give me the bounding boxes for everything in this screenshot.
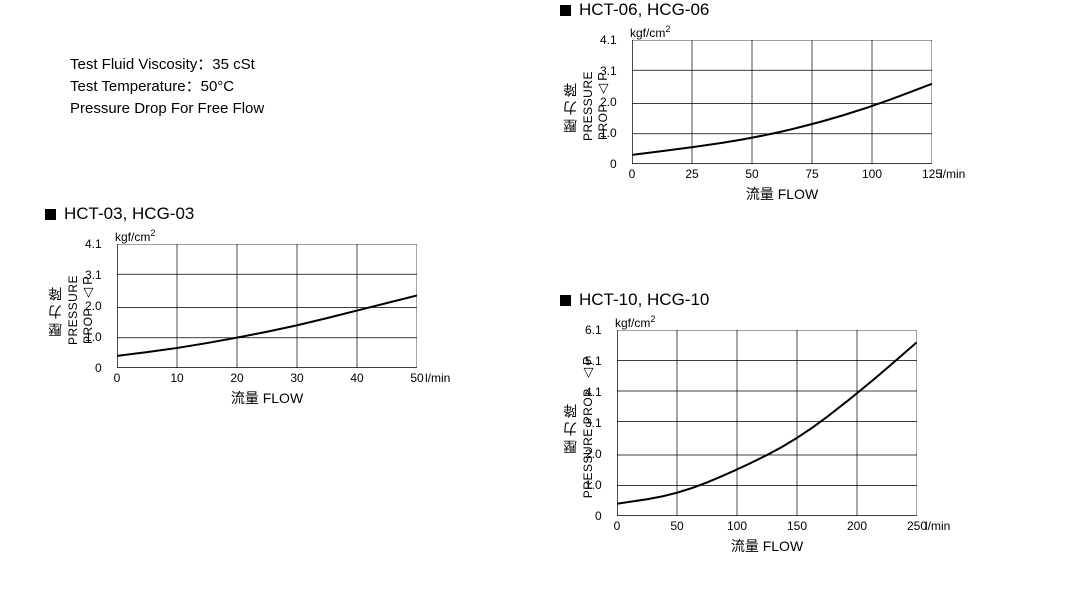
y-unit-hct03: kgf/cm2	[115, 228, 155, 244]
xtick-label: 50	[722, 167, 782, 181]
ylabel-hct06: 壓力降	[560, 79, 580, 133]
chart-title-hct03: HCT-03, HCG-03	[45, 204, 417, 224]
ylabel-hct10: 壓力降	[560, 400, 580, 454]
ytick-label: 5.1	[585, 346, 602, 377]
chart-title-hct06: HCT-06, HCG-06	[560, 0, 932, 20]
y-unit-hct06: kgf/cm2	[630, 24, 670, 40]
xtick-label: 30	[267, 371, 327, 385]
x-unit-hct03: l/min	[425, 371, 450, 385]
chart-block-hct10: HCT-10, HCG-10 壓力降 PRESSURE PROP △P kgf/…	[560, 290, 917, 520]
yticks-hct06: 4.13.12.01.00	[600, 25, 617, 180]
yticks-hct03: 4.13.12.01.00	[85, 229, 102, 384]
xlabel-hct06: 流量 FLOW	[632, 184, 932, 204]
ytick-label: 3.1	[585, 408, 602, 439]
xtick-label: 200	[827, 519, 887, 533]
square-bullet-icon	[560, 5, 571, 16]
ytick-label: 4.1	[585, 377, 602, 408]
chart-plot-hct06	[632, 40, 932, 164]
ytick-label: 2.0	[85, 291, 102, 322]
ytick-label: 6.1	[585, 315, 602, 346]
test-conditions: Test Fluid Viscosity：35 cSt Test Tempera…	[70, 54, 264, 119]
ytick-label: 4.1	[600, 25, 617, 56]
chart-area-hct10: 壓力降 PRESSURE PROP △P kgf/cm2 6.15.14.13.…	[560, 316, 917, 520]
chart-block-hct06: HCT-06, HCG-06 壓力降 PRESSURE PROP △P kgf/…	[560, 0, 932, 168]
x-unit-hct10: l/min	[925, 519, 950, 533]
ytick-label: 1.0	[85, 322, 102, 353]
chart-plot-hct10	[617, 330, 917, 516]
ytick-label: 4.1	[85, 229, 102, 260]
test-condition-line: Test Temperature：50°C	[70, 76, 264, 98]
chart-area-hct06: 壓力降 PRESSURE PROP △P kgf/cm2 4.13.12.01.…	[560, 26, 932, 168]
ytick-label: 2.0	[585, 439, 602, 470]
ytick-label: 1.0	[585, 470, 602, 501]
ytick-label: 1.0	[600, 118, 617, 149]
page: Test Fluid Viscosity：35 cSt Test Tempera…	[0, 0, 1083, 615]
chart-title-text: HCT-06, HCG-06	[579, 0, 709, 20]
xticks-hct03: 01020304050	[87, 371, 447, 385]
xlabel-hct03: 流量 FLOW	[117, 388, 417, 408]
xtick-label: 100	[707, 519, 767, 533]
ytick-label: 3.1	[600, 56, 617, 87]
xticks-hct06: 0255075100125	[602, 167, 962, 181]
square-bullet-icon	[560, 295, 571, 306]
test-condition-line: Pressure Drop For Free Flow	[70, 98, 264, 120]
test-condition-line: Test Fluid Viscosity：35 cSt	[70, 54, 264, 76]
chart-title-hct10: HCT-10, HCG-10	[560, 290, 917, 310]
chart-title-text: HCT-03, HCG-03	[64, 204, 194, 224]
x-unit-hct06: l/min	[940, 167, 965, 181]
xtick-label: 150	[767, 519, 827, 533]
xtick-label: 25	[662, 167, 722, 181]
plot-wrap-hct06: kgf/cm2 4.13.12.01.00 0255075100125 l/mi…	[610, 26, 932, 164]
chart-block-hct03: HCT-03, HCG-03 壓力降 PRESSURE PROP △P kgf/…	[45, 204, 417, 372]
xtick-label: 0	[602, 167, 662, 181]
plot-wrap-hct03: kgf/cm2 4.13.12.01.00 01020304050 l/min …	[95, 230, 417, 368]
xtick-label: 75	[782, 167, 842, 181]
xlabel-hct10: 流量 FLOW	[617, 536, 917, 556]
xtick-label: 0	[87, 371, 147, 385]
ylabel-hct03: 壓力降	[45, 283, 65, 337]
chart-area-hct03: 壓力降 PRESSURE PROP △P kgf/cm2 4.13.12.01.…	[45, 230, 417, 372]
yticks-hct10: 6.15.14.13.12.01.00	[585, 315, 602, 532]
y-unit-hct10: kgf/cm2	[615, 314, 655, 330]
xticks-hct10: 050100150200250	[587, 519, 947, 533]
xtick-label: 100	[842, 167, 902, 181]
square-bullet-icon	[45, 209, 56, 220]
xtick-label: 0	[587, 519, 647, 533]
chart-plot-hct03	[117, 244, 417, 368]
xtick-label: 10	[147, 371, 207, 385]
chart-title-text: HCT-10, HCG-10	[579, 290, 709, 310]
ytick-label: 2.0	[600, 87, 617, 118]
plot-wrap-hct10: kgf/cm2 6.15.14.13.12.01.00 050100150200…	[595, 316, 917, 516]
xtick-label: 40	[327, 371, 387, 385]
xtick-label: 20	[207, 371, 267, 385]
xtick-label: 50	[647, 519, 707, 533]
ytick-label: 3.1	[85, 260, 102, 291]
